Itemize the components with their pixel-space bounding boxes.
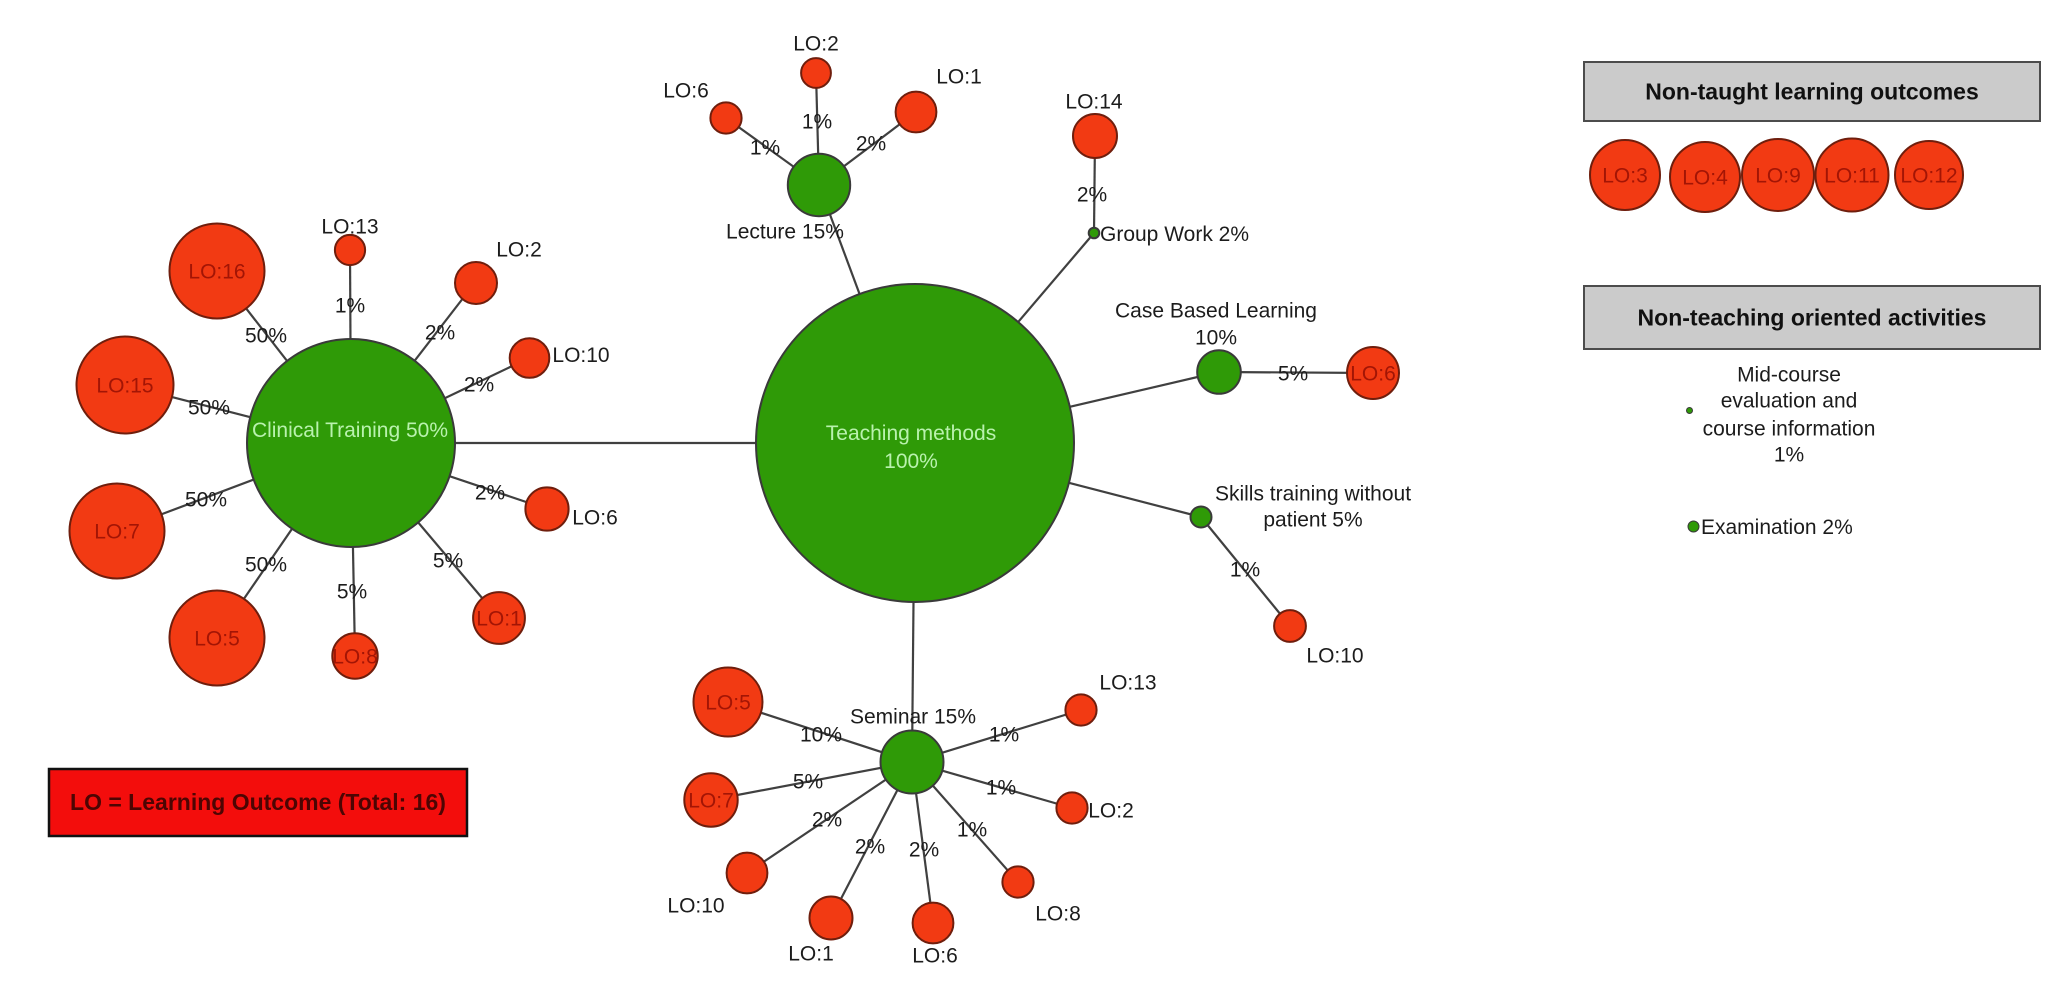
svg-text:2%: 2%: [475, 482, 505, 505]
svg-text:LO:4: LO:4: [1682, 167, 1728, 190]
svg-text:LO:8: LO:8: [1035, 903, 1081, 926]
svg-text:LO:6: LO:6: [912, 945, 958, 968]
svg-text:LO:6: LO:6: [572, 507, 618, 530]
svg-text:LO:9: LO:9: [1755, 165, 1801, 188]
svg-text:2%: 2%: [909, 839, 939, 862]
svg-text:evaluation and: evaluation and: [1721, 390, 1858, 413]
svg-text:LO:2: LO:2: [793, 33, 839, 56]
svg-text:LO:16: LO:16: [188, 261, 245, 284]
svg-text:5%: 5%: [337, 581, 367, 604]
svg-text:2%: 2%: [856, 133, 886, 156]
svg-text:Teaching methods: Teaching methods: [826, 422, 996, 445]
svg-text:LO:2: LO:2: [1088, 800, 1134, 823]
svg-text:LO = Learning Outcome (Total:: LO = Learning Outcome (Total: 16): [70, 789, 446, 815]
svg-text:Clinical Training 50%: Clinical Training 50%: [252, 419, 448, 442]
svg-text:1%: 1%: [802, 111, 832, 134]
svg-text:LO:1: LO:1: [788, 943, 834, 966]
svg-text:LO:7: LO:7: [94, 521, 140, 544]
svg-text:5%: 5%: [793, 771, 823, 794]
svg-text:1%: 1%: [957, 819, 987, 842]
svg-text:Lecture 15%: Lecture 15%: [726, 221, 844, 244]
svg-text:Seminar 15%: Seminar 15%: [850, 706, 976, 729]
svg-text:Examination 2%: Examination 2%: [1701, 516, 1853, 539]
svg-text:5%: 5%: [1278, 363, 1308, 386]
svg-text:course information: course information: [1703, 418, 1876, 441]
svg-text:LO:6: LO:6: [1350, 363, 1396, 386]
svg-text:LO:5: LO:5: [194, 628, 240, 651]
svg-text:1%: 1%: [750, 137, 780, 160]
svg-text:Case Based Learning: Case Based Learning: [1115, 300, 1317, 323]
svg-text:LO:10: LO:10: [667, 895, 724, 918]
svg-text:1%: 1%: [335, 295, 365, 318]
svg-text:Group Work 2%: Group Work 2%: [1100, 223, 1249, 246]
svg-text:5%: 5%: [433, 550, 463, 573]
svg-text:Skills training without: Skills training without: [1215, 483, 1411, 506]
svg-text:1%: 1%: [1774, 444, 1804, 467]
svg-text:LO:10: LO:10: [1306, 645, 1363, 668]
svg-text:1%: 1%: [986, 777, 1016, 800]
svg-text:Mid-course: Mid-course: [1737, 364, 1841, 387]
svg-text:10%: 10%: [1195, 327, 1237, 350]
svg-text:2%: 2%: [1077, 184, 1107, 207]
svg-text:LO:15: LO:15: [96, 375, 153, 398]
svg-text:LO:12: LO:12: [1900, 165, 1957, 188]
svg-text:LO:6: LO:6: [663, 80, 709, 103]
svg-text:2%: 2%: [812, 809, 842, 832]
svg-text:2%: 2%: [855, 836, 885, 859]
svg-text:LO:13: LO:13: [1099, 672, 1156, 695]
svg-text:50%: 50%: [245, 554, 287, 577]
svg-text:10%: 10%: [800, 724, 842, 747]
svg-text:2%: 2%: [464, 374, 494, 397]
svg-text:1%: 1%: [1230, 559, 1260, 582]
svg-text:Non-taught learning outcomes: Non-taught learning outcomes: [1645, 79, 1979, 105]
svg-text:50%: 50%: [245, 325, 287, 348]
svg-text:LO:5: LO:5: [705, 692, 751, 715]
svg-text:LO:14: LO:14: [1065, 91, 1123, 114]
svg-text:LO:8: LO:8: [332, 646, 378, 669]
svg-text:50%: 50%: [188, 397, 230, 420]
svg-text:LO:1: LO:1: [936, 66, 982, 89]
svg-text:LO:1: LO:1: [476, 608, 522, 631]
svg-text:1%: 1%: [989, 724, 1019, 747]
svg-text:LO:2: LO:2: [496, 239, 542, 262]
svg-text:2%: 2%: [425, 322, 455, 345]
svg-text:LO:13: LO:13: [321, 216, 378, 239]
svg-text:LO:3: LO:3: [1602, 165, 1648, 188]
svg-text:LO:7: LO:7: [688, 790, 734, 813]
svg-text:patient 5%: patient 5%: [1263, 509, 1362, 532]
svg-text:Non-teaching oriented activiti: Non-teaching oriented activities: [1638, 305, 1987, 331]
svg-text:100%: 100%: [884, 450, 938, 473]
svg-text:LO:10: LO:10: [552, 344, 609, 367]
svg-text:LO:11: LO:11: [1824, 165, 1880, 188]
svg-text:50%: 50%: [185, 489, 227, 512]
